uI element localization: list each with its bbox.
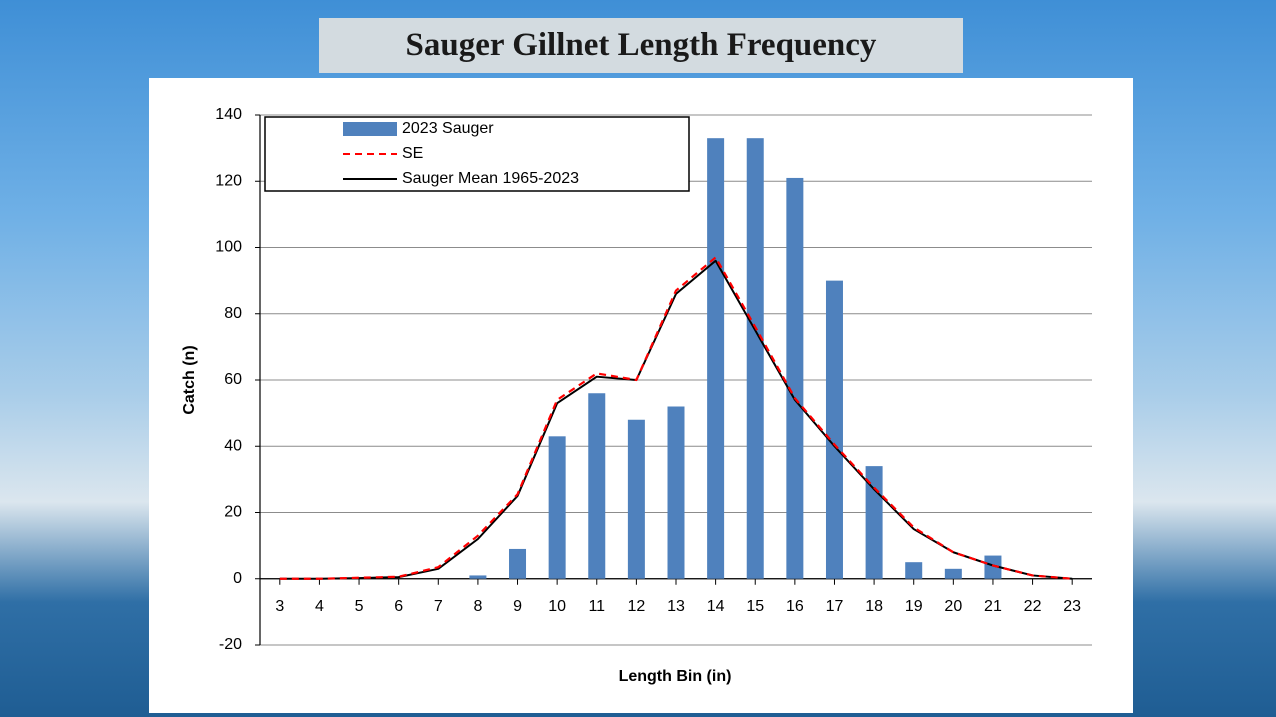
bar (667, 406, 685, 579)
y-tick-label: -20 (219, 636, 242, 653)
x-tick-label: 7 (434, 598, 443, 615)
y-tick-label: 100 (215, 239, 242, 256)
x-tick-label: 16 (786, 598, 804, 615)
bar (944, 568, 962, 579)
legend-box (264, 116, 690, 192)
x-tick-label: 14 (707, 598, 725, 615)
y-tick-label: 0 (233, 570, 242, 587)
bar (905, 562, 923, 579)
chart-title: Sauger Gillnet Length Frequency (405, 27, 877, 63)
x-tick-label: 21 (984, 598, 1002, 615)
x-tick-label: 10 (548, 598, 566, 615)
x-tick-label: 4 (315, 598, 324, 615)
x-tick-label: 3 (275, 598, 284, 615)
bar (509, 548, 527, 579)
bar (588, 393, 606, 579)
bar (786, 177, 804, 579)
x-tick-label: 23 (1063, 598, 1081, 615)
y-tick-label: 40 (224, 437, 242, 454)
y-tick-label: 20 (224, 504, 242, 521)
x-tick-label: 20 (944, 598, 962, 615)
legend-swatch (343, 122, 397, 136)
x-tick-label: 8 (473, 598, 482, 615)
x-tick-label: 6 (394, 598, 403, 615)
bar (627, 419, 645, 579)
x-tick-label: 13 (667, 598, 685, 615)
bar (548, 436, 566, 579)
bar (746, 138, 764, 579)
x-tick-label: 12 (627, 598, 645, 615)
y-tick-label: 120 (215, 172, 242, 189)
title-box: Sauger Gillnet Length Frequency (319, 18, 963, 73)
x-tick-label: 15 (746, 598, 764, 615)
x-tick-label: 5 (355, 598, 364, 615)
x-tick-label: 9 (513, 598, 522, 615)
x-axis-title: Length Bin (in) (619, 668, 732, 685)
y-tick-label: 80 (224, 305, 242, 322)
bar (825, 280, 843, 579)
y-tick-label: 60 (224, 371, 242, 388)
legend-label: SE (402, 145, 423, 162)
bar (469, 575, 487, 579)
legend-label: 2023 Sauger (402, 120, 494, 137)
line (279, 256, 1073, 580)
x-tick-label: 17 (826, 598, 844, 615)
y-tick-label: 140 (215, 106, 242, 123)
bar (984, 555, 1002, 579)
y-axis-title: Catch (n) (181, 345, 198, 414)
x-tick-label: 18 (865, 598, 883, 615)
x-tick-label: 22 (1024, 598, 1042, 615)
x-tick-label: 19 (905, 598, 923, 615)
legend-label: Sauger Mean 1965-2023 (402, 170, 579, 187)
bar (707, 138, 725, 579)
x-tick-label: 11 (588, 598, 605, 615)
